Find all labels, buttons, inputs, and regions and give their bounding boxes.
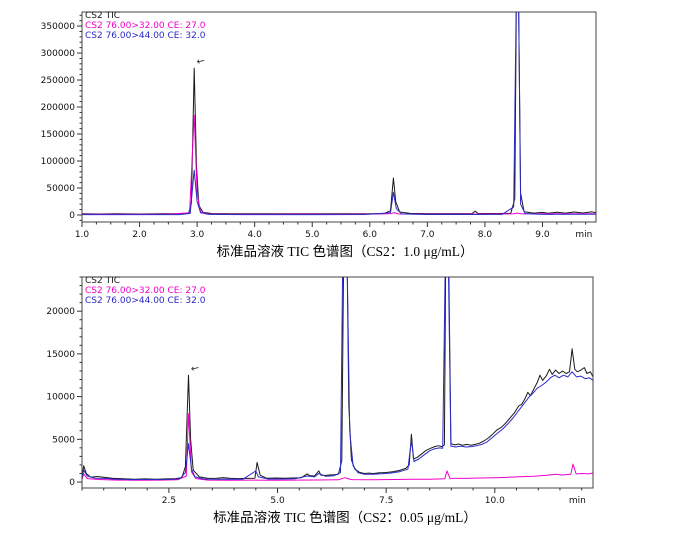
- x-axis-tick-label: 4.0: [248, 230, 263, 240]
- legend-label-0: CS2 TIC: [85, 276, 120, 286]
- x-axis-unit-label: min: [569, 496, 586, 505]
- y-axis-tick-label: 0: [69, 211, 75, 221]
- trace-series-2: [82, 277, 593, 481]
- x-axis-tick-label: 10.0: [485, 496, 505, 505]
- chromatogram-plot-bottom: 0 5000 10000 15000 20000 2.5 5.0 7.5 10.0 min ← CS2…: [46, 276, 594, 505]
- x-axis-tick-label: 8.0: [478, 230, 493, 240]
- y-axis-tick-label: 15000: [46, 350, 75, 360]
- caption-top: 标准品溶液 TIC 色谱图（CS2：1.0 μg/mL）: [216, 244, 474, 259]
- x-axis-tick-label: 9.0: [535, 230, 550, 240]
- legend-label-2: CS2 76.00>44.00 CE: 32.0: [85, 31, 206, 41]
- y-axis-tick-label: 0: [69, 478, 75, 488]
- peak-marker-arrow-icon: ←: [196, 56, 206, 69]
- legend-label-0: CS2 TIC: [85, 11, 120, 21]
- y-axis-tick-label: 350000: [41, 22, 76, 32]
- peak-marker-arrow-icon: ←: [190, 363, 200, 376]
- plot-frame: [81, 11, 597, 223]
- x-axis-tick-label: 7.0: [420, 230, 435, 240]
- y-axis-tick-label: 20000: [46, 307, 75, 317]
- y-axis-tick-label: 200000: [41, 103, 76, 113]
- plot-frame: [81, 276, 594, 489]
- legend-label-1: CS2 76.00>32.00 CE: 27.0: [85, 286, 206, 296]
- trace-series-2: [82, 12, 596, 216]
- x-axis-tick-label: 3.0: [190, 230, 205, 240]
- trace-series-1: [82, 413, 593, 481]
- legend-label-1: CS2 76.00>32.00 CE: 27.0: [85, 21, 206, 31]
- y-axis-tick-label: 150000: [41, 130, 76, 140]
- chromatogram-plot-top: 0 50000 100000 150000 200000 250000 300000 3500…: [41, 11, 597, 240]
- x-axis-tick-label: 7.5: [379, 496, 393, 505]
- x-axis-tick-label: 5.0: [270, 496, 285, 505]
- x-axis-tick-label: 5.0: [305, 230, 320, 240]
- x-axis-tick-label: 2.5: [162, 496, 176, 505]
- legend-label-2: CS2 76.00>44.00 CE: 32.0: [85, 296, 206, 306]
- y-axis-tick-label: 100000: [41, 157, 76, 167]
- x-axis-unit-label: min: [575, 230, 592, 240]
- x-axis-tick-label: 1.0: [75, 230, 90, 240]
- x-axis-tick-label: 2.0: [132, 230, 147, 240]
- x-axis-tick-label: 6.0: [363, 230, 378, 240]
- caption-bottom: 标准品溶液 TIC 色谱图（CS2：0.05 μg/mL）: [213, 510, 477, 525]
- y-axis-tick-label: 5000: [52, 435, 75, 445]
- y-axis-tick-label: 50000: [46, 184, 75, 194]
- y-axis-tick-label: 250000: [41, 76, 76, 86]
- trace-series-0: [82, 277, 593, 480]
- y-axis-tick-label: 300000: [41, 49, 76, 59]
- y-axis-tick-label: 10000: [46, 393, 75, 403]
